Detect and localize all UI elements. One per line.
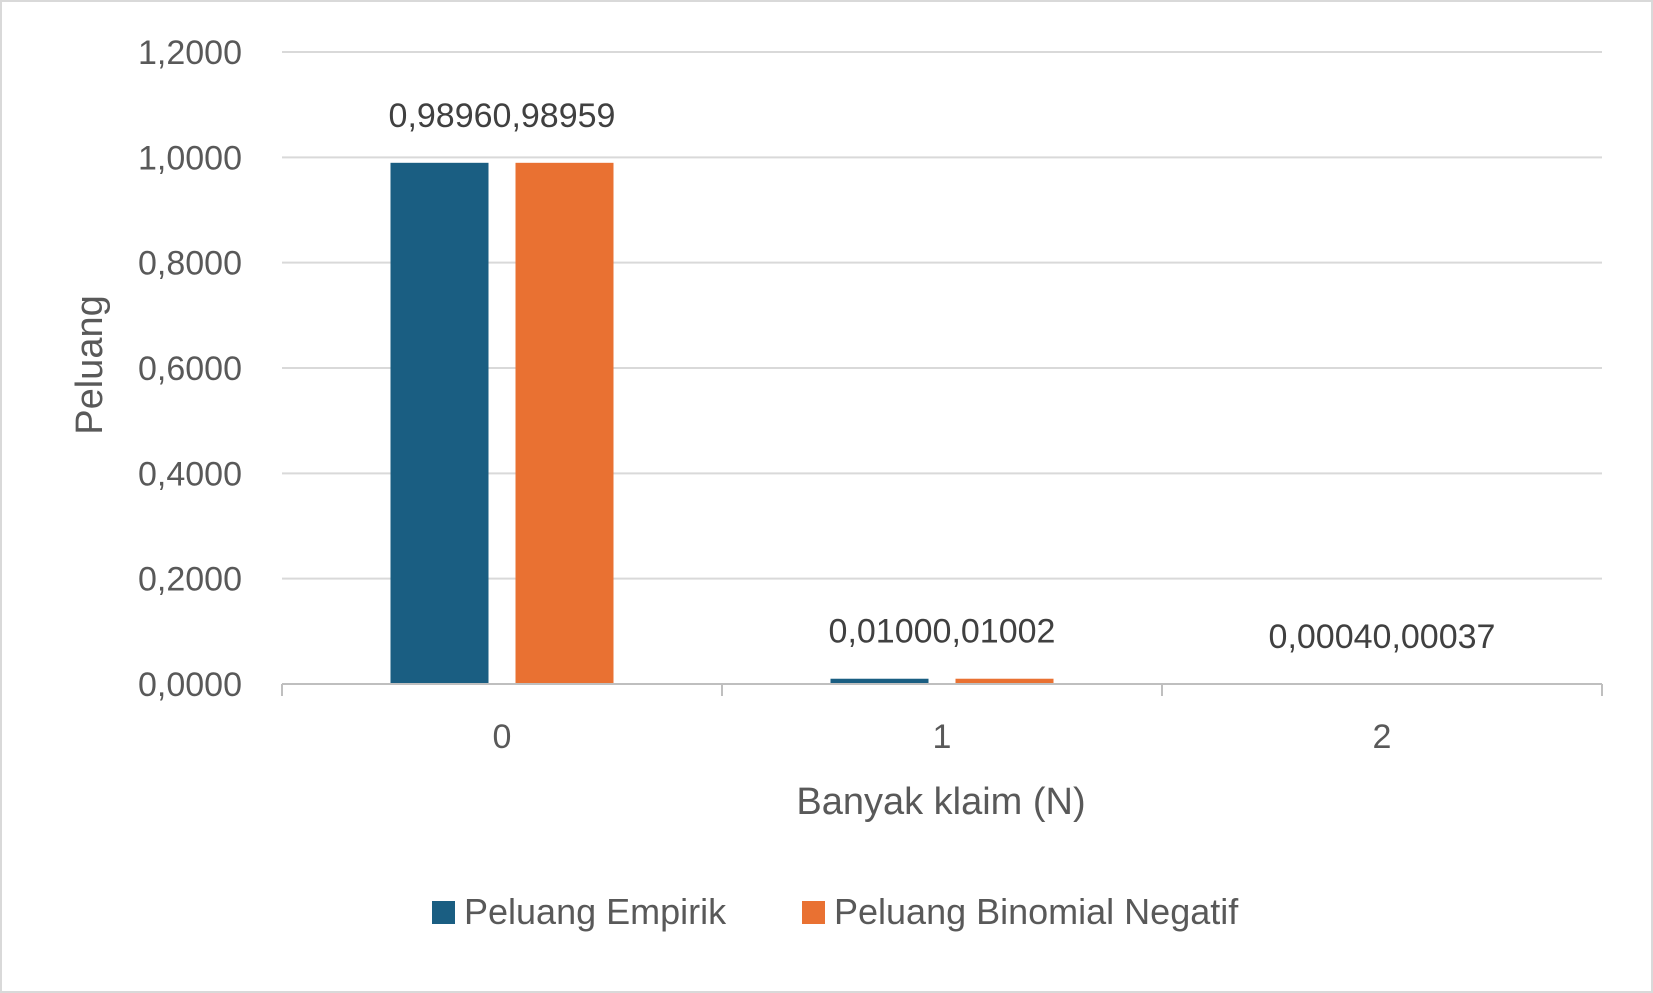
gridlines (282, 51, 1602, 580)
x-axis-title: Banyak klaim (N) (796, 781, 1085, 823)
legend: Peluang Empirik Peluang Binomial Negatif (432, 891, 1239, 932)
data-label-value: 0,98959 (493, 97, 616, 135)
data-label: 0,01000,01002 (829, 613, 1056, 651)
y-axis-title: Peluang (69, 295, 111, 434)
y-tick-label: 1,2000 (138, 34, 242, 72)
legend-label: Peluang Empirik (464, 891, 727, 932)
y-tick-label: 0,8000 (138, 245, 242, 283)
y-tick-label: 0,6000 (138, 350, 242, 388)
y-tick-label: 0,4000 (138, 455, 242, 493)
data-label-value: 0,00037 (1373, 618, 1496, 656)
bar (955, 678, 1054, 684)
y-axis-ticks: 0,0000 0,2000 0,4000 0,6000 0,8000 1,0000 1,20… (138, 34, 242, 704)
data-label-value: 0,9896 (389, 97, 493, 135)
data-label: 0,00040,00037 (1269, 618, 1496, 656)
y-tick-label: 1,0000 (138, 139, 242, 177)
bars (390, 162, 1494, 685)
bar (515, 162, 614, 685)
legend-swatch (802, 901, 825, 924)
y-tick-label: 0,0000 (138, 666, 242, 704)
data-label: 0,98960,98959 (389, 97, 616, 135)
bar (390, 162, 489, 684)
x-tick-label: 1 (933, 718, 952, 756)
data-label-value: 0,0100 (829, 613, 933, 651)
x-tick-label: 2 (1373, 718, 1392, 756)
data-label-value: 0,01002 (933, 613, 1056, 651)
y-tick-label: 0,2000 (138, 561, 242, 599)
legend-label: Peluang Binomial Negatif (834, 891, 1239, 932)
legend-swatch (432, 901, 455, 924)
x-axis (281, 683, 1603, 696)
x-axis-ticks: 0 1 2 (493, 718, 1392, 756)
data-labels: 0,98960,98959 0,01000,01002 0,00040,00037 (389, 97, 1496, 656)
x-tick-label: 0 (493, 718, 512, 756)
data-label-value: 0,0004 (1269, 618, 1373, 656)
bar (830, 678, 929, 684)
